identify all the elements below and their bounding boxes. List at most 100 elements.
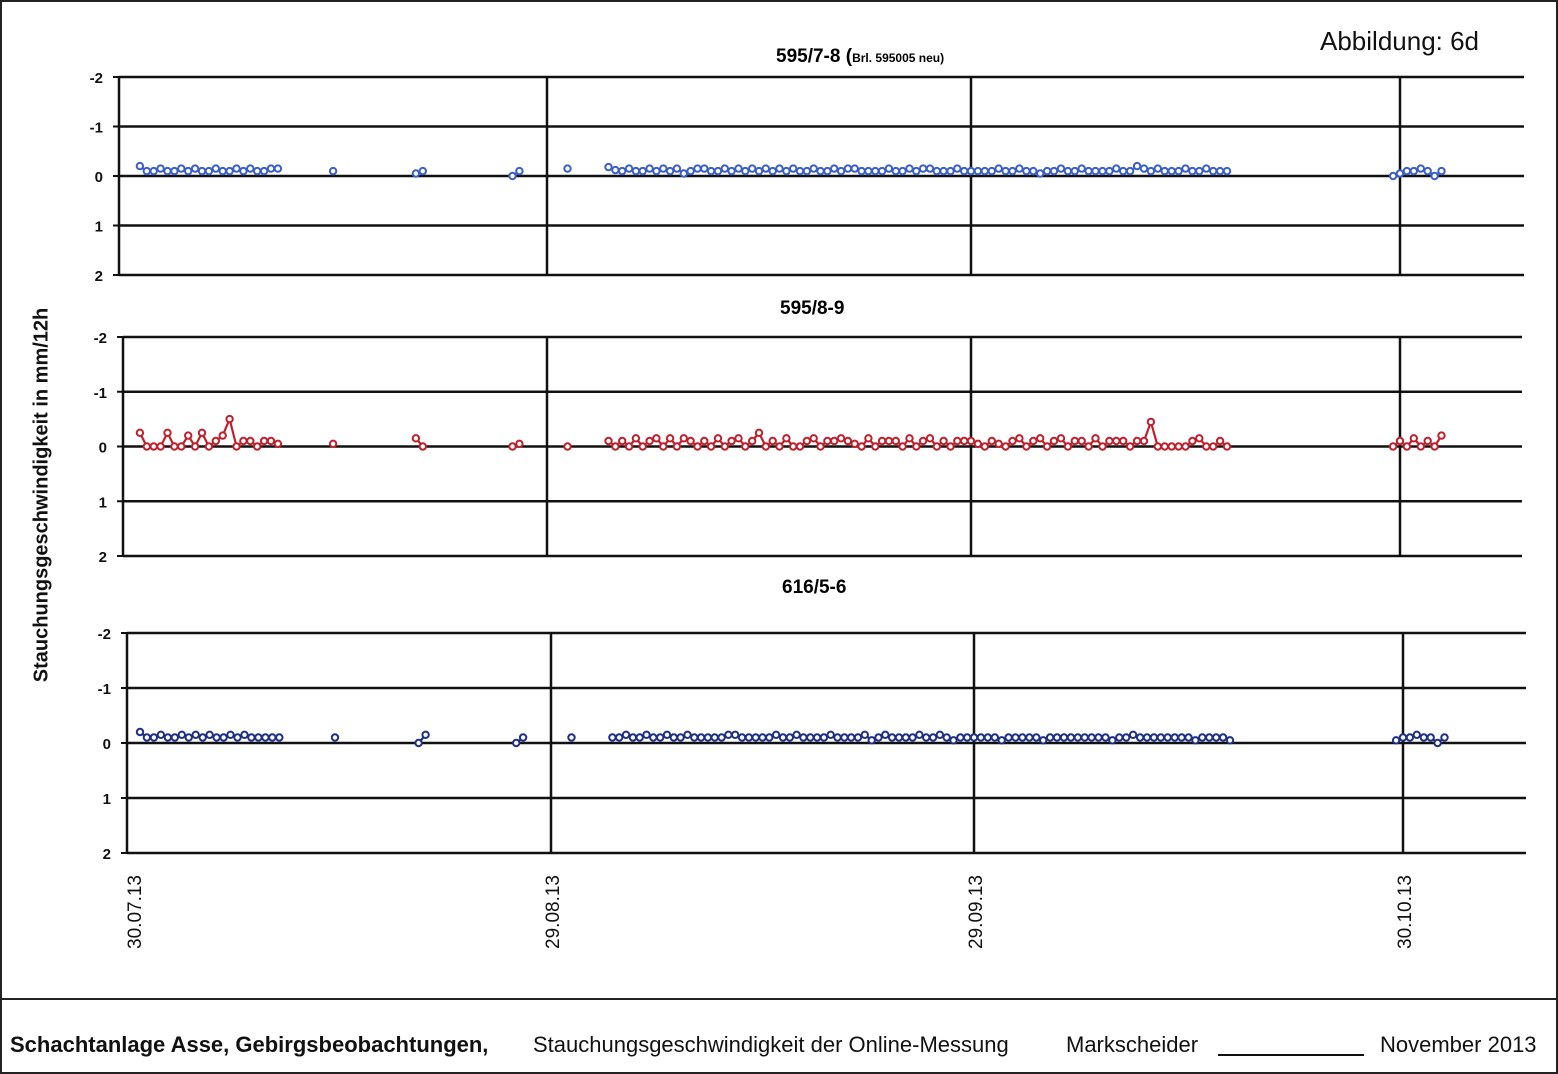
panel-title-595-7-8: 595/7-8 (Brl. 595005 neu) — [776, 46, 944, 68]
data-point — [990, 733, 999, 742]
data-point — [239, 166, 248, 176]
data-point — [1008, 166, 1017, 176]
data-point — [809, 434, 818, 443]
data-point — [184, 431, 193, 440]
data-point — [1433, 738, 1442, 748]
data-point — [170, 442, 179, 451]
data-point — [1146, 417, 1156, 427]
data-point — [1423, 436, 1432, 446]
panel-title-suffix-open: ( — [845, 46, 853, 67]
data-point — [563, 164, 572, 173]
data-point — [618, 436, 627, 446]
data-point — [1036, 434, 1045, 443]
data-point — [809, 164, 818, 173]
data-point — [1212, 733, 1221, 742]
data-point — [656, 733, 665, 742]
data-point — [197, 166, 207, 176]
data-point — [177, 730, 187, 739]
data-point — [754, 166, 764, 176]
y-tick-label: 2 — [95, 268, 103, 285]
data-point — [789, 442, 798, 451]
data-point — [638, 442, 647, 451]
data-point — [642, 730, 651, 739]
data-point — [724, 730, 733, 739]
data-point — [1070, 166, 1080, 176]
y-tick-label: -2 — [98, 626, 111, 643]
data-point — [211, 436, 221, 446]
data-point — [1132, 436, 1142, 446]
data-point — [942, 733, 951, 742]
data-point — [761, 442, 770, 451]
data-point — [775, 442, 784, 451]
data-point — [631, 166, 641, 176]
data-point — [966, 166, 976, 176]
data-point — [792, 730, 801, 739]
data-point — [1398, 733, 1408, 742]
data-point — [418, 442, 427, 451]
data-point — [676, 733, 685, 742]
data-point — [939, 166, 948, 176]
data-point — [1119, 166, 1128, 176]
data-point — [871, 166, 880, 176]
data-point — [177, 442, 186, 451]
data-point — [1125, 166, 1135, 176]
data-point — [881, 730, 890, 739]
data-point — [1045, 733, 1055, 742]
footer: Schachtanlage Asse, Gebirgsbeobachtungen… — [0, 998, 1558, 1074]
data-point — [1056, 434, 1066, 443]
data-point — [935, 730, 945, 739]
data-point — [853, 733, 863, 742]
data-point — [1181, 164, 1190, 173]
data-point — [515, 166, 524, 176]
data-point — [1063, 442, 1073, 451]
data-point — [713, 434, 723, 443]
data-point — [1049, 166, 1059, 176]
y-tick-label: 2 — [99, 549, 107, 566]
data-point — [994, 164, 1003, 173]
data-point — [669, 733, 678, 742]
data-point — [1405, 733, 1415, 742]
data-point — [949, 736, 958, 745]
data-point — [218, 431, 227, 440]
data-point — [615, 733, 624, 742]
data-point — [693, 164, 702, 173]
data-point — [966, 436, 976, 446]
data-point — [918, 436, 928, 446]
data-point — [1001, 442, 1010, 451]
data-point — [1115, 733, 1124, 742]
data-point — [226, 730, 235, 739]
data-point — [659, 442, 668, 451]
y-tick-label: 0 — [99, 440, 107, 457]
data-point — [823, 166, 832, 176]
data-point — [748, 164, 757, 173]
data-point — [1015, 434, 1024, 443]
data-point — [987, 436, 996, 446]
data-point — [1188, 436, 1197, 446]
figure-label: Abbildung: 6d — [1320, 26, 1480, 56]
data-point — [956, 733, 965, 742]
data-point — [1101, 733, 1110, 742]
data-point — [679, 169, 688, 178]
data-point — [1066, 733, 1076, 742]
data-point — [912, 166, 921, 176]
data-point — [604, 162, 613, 172]
data-point — [275, 733, 284, 742]
data-point — [1437, 431, 1446, 440]
footer-markscheider: Markscheider — [1066, 1032, 1199, 1057]
data-point — [142, 733, 152, 742]
data-point — [649, 733, 658, 742]
data-point — [1139, 164, 1149, 173]
data-point — [768, 436, 777, 446]
data-point — [1098, 442, 1107, 451]
data-point — [1049, 436, 1059, 446]
data-point — [843, 436, 853, 446]
data-point — [1416, 164, 1426, 173]
data-point — [1409, 166, 1419, 176]
data-point — [253, 442, 262, 451]
data-point — [1125, 442, 1135, 451]
data-point — [884, 164, 894, 173]
data-point — [608, 733, 617, 742]
data-point — [621, 730, 631, 739]
y-tick-label: 0 — [95, 169, 103, 186]
